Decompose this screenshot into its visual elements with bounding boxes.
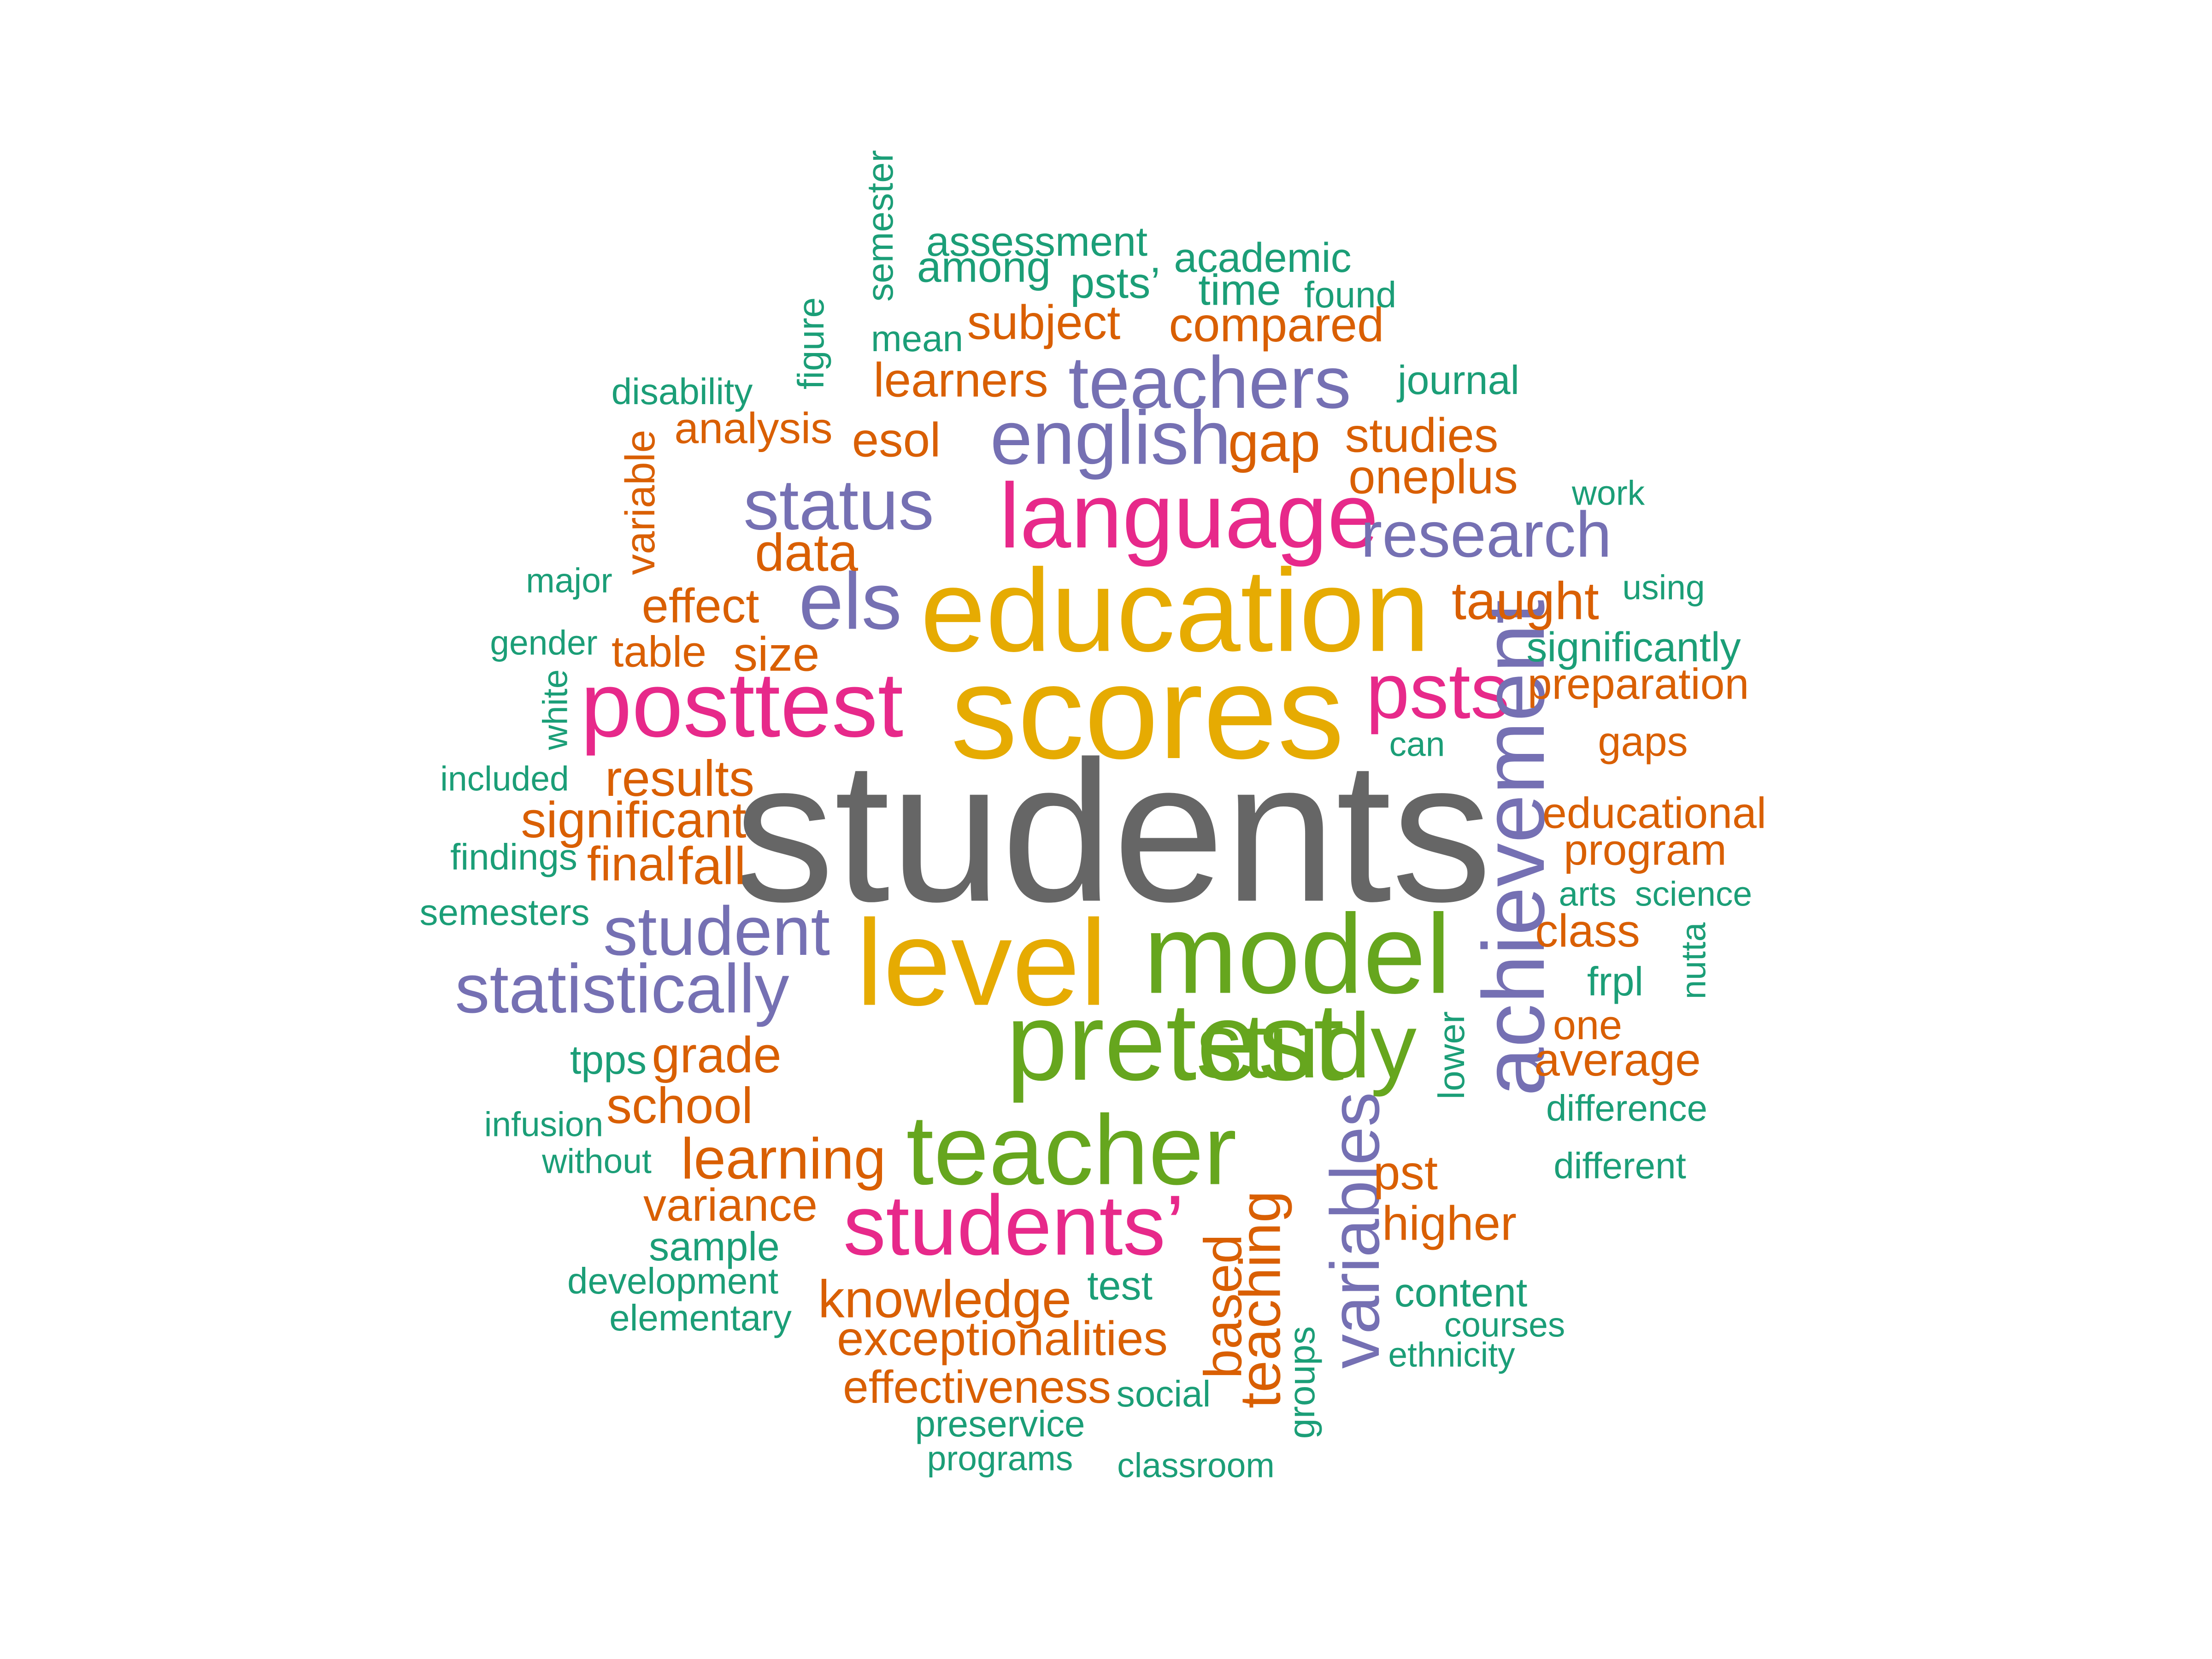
word-final: final xyxy=(587,837,676,891)
word-analysis: analysis xyxy=(674,404,833,453)
word-grade: grade xyxy=(652,1027,782,1083)
word-test: test xyxy=(1087,1263,1153,1308)
word-major: major xyxy=(526,561,612,600)
word-pretest: pretest xyxy=(1006,980,1344,1103)
word-psts: psts’ xyxy=(1070,259,1160,308)
word-els: els xyxy=(799,556,902,647)
word-time: time xyxy=(1198,265,1281,315)
word-journal: journal xyxy=(1397,357,1520,403)
word-variance: variance xyxy=(643,1179,818,1231)
word-content: content xyxy=(1394,1270,1528,1315)
word-lower: lower xyxy=(1431,1011,1472,1100)
word-language: language xyxy=(999,465,1379,567)
word-included: included xyxy=(440,759,569,798)
word-statistically: statistically xyxy=(455,950,789,1027)
word-subject: subject xyxy=(967,295,1121,350)
word-significantly: significantly xyxy=(1526,624,1741,671)
word-significant: significant xyxy=(521,792,747,848)
word-arts: arts xyxy=(1559,874,1617,913)
word-teacher: teacher xyxy=(906,1094,1237,1206)
word-table: table xyxy=(611,627,707,677)
word-gaps: gaps xyxy=(1598,719,1688,765)
word-model: model xyxy=(1143,890,1451,1017)
word-infusion: infusion xyxy=(484,1105,604,1144)
word-semesters: semesters xyxy=(419,892,590,933)
word-disability: disability xyxy=(611,371,753,412)
word-tpps: tpps xyxy=(570,1037,647,1082)
word-compared: compared xyxy=(1169,298,1384,352)
word-esol: esol xyxy=(852,413,941,467)
word-student: student xyxy=(603,892,830,970)
word-mean: mean xyxy=(871,318,964,359)
word-educational: educational xyxy=(1542,788,1766,838)
word-students: students’ xyxy=(843,1178,1185,1273)
word-gap: gap xyxy=(1228,412,1321,473)
word-semester: semester xyxy=(859,150,900,302)
word-groups: groups xyxy=(1281,1326,1322,1439)
word-oneplus: oneplus xyxy=(1348,450,1518,504)
word-exceptionalities: exceptionalities xyxy=(837,1312,1168,1366)
word-findings: findings xyxy=(450,836,577,877)
word-fall: fall xyxy=(678,836,746,896)
word-development: development xyxy=(567,1260,779,1301)
word-status: status xyxy=(743,465,934,545)
word-ethnicity: ethnicity xyxy=(1388,1335,1515,1374)
word-teachers: teachers xyxy=(1068,341,1351,424)
word-preparation: preparation xyxy=(1527,659,1749,709)
word-courses: courses xyxy=(1444,1305,1565,1344)
word-level: level xyxy=(856,894,1107,1031)
word-frpl: frpl xyxy=(1587,959,1644,1004)
word-white: white xyxy=(535,669,575,750)
word-using: using xyxy=(1622,568,1705,607)
word-nutta: nutta xyxy=(1674,922,1713,1000)
word-effectiveness: effectiveness xyxy=(843,1361,1111,1413)
word-education: education xyxy=(920,545,1430,677)
word-pst: pst xyxy=(1373,1146,1438,1200)
word-variables: variables xyxy=(1316,1092,1394,1369)
word-posttest: posttest xyxy=(580,653,904,756)
word-teaching: teaching xyxy=(1228,1190,1293,1409)
word-school: school xyxy=(606,1077,753,1134)
word-class: class xyxy=(1535,905,1640,957)
word-academic: academic xyxy=(1174,235,1352,281)
word-difference: difference xyxy=(1546,1088,1707,1129)
word-science: science xyxy=(1635,874,1753,913)
word-variable: variable xyxy=(618,429,664,575)
word-social: social xyxy=(1116,1373,1211,1414)
word-programs: programs xyxy=(927,1439,1073,1478)
word-research: research xyxy=(1360,498,1612,571)
word-students: students xyxy=(734,719,1492,944)
word-found: found xyxy=(1304,274,1397,315)
word-knowledge: knowledge xyxy=(818,1270,1071,1329)
word-program: program xyxy=(1564,825,1727,875)
word-preservice: preservice xyxy=(915,1403,1085,1444)
word-results: results xyxy=(605,750,754,807)
word-taught: taught xyxy=(1452,571,1599,631)
word-can: can xyxy=(1389,724,1445,764)
word-data: data xyxy=(755,523,858,582)
word-assessment: assessment xyxy=(926,219,1148,265)
word-higher: higher xyxy=(1382,1196,1517,1251)
word-studies: studies xyxy=(1345,408,1499,463)
word-classroom: classroom xyxy=(1117,1446,1275,1485)
word-gender: gender xyxy=(490,623,598,662)
word-among: among xyxy=(917,242,1051,292)
word-learning: learning xyxy=(681,1127,886,1191)
word-study: study xyxy=(1196,994,1417,1097)
word-psts: psts xyxy=(1366,647,1510,735)
word-scores: scores xyxy=(950,637,1345,787)
word-sample: sample xyxy=(649,1224,780,1269)
word-figure: figure xyxy=(790,297,831,390)
word-english: english xyxy=(990,395,1231,480)
word-without: without xyxy=(542,1141,652,1181)
word-different: different xyxy=(1553,1145,1686,1186)
word-effect: effect xyxy=(641,579,759,633)
word-work: work xyxy=(1571,473,1645,512)
word-one: one xyxy=(1553,1002,1623,1048)
word-elementary: elementary xyxy=(609,1297,792,1338)
word-size: size xyxy=(733,627,820,682)
word-learners: learners xyxy=(873,353,1048,407)
word-average: average xyxy=(1534,1034,1701,1086)
